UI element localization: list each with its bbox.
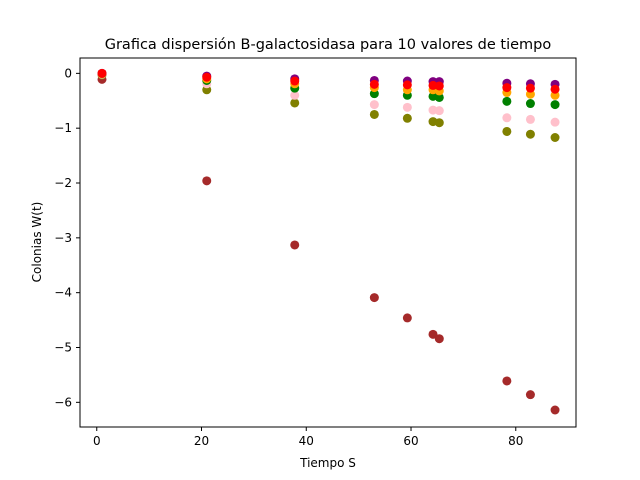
- data-point: [525, 129, 535, 139]
- x-tick-label: 40: [299, 434, 314, 448]
- data-point: [402, 113, 412, 123]
- y-tick-label: 0: [64, 66, 72, 80]
- x-axis-label: Tiempo S: [299, 456, 356, 470]
- y-tick-label: −1: [54, 121, 72, 135]
- data-point: [502, 83, 512, 93]
- plot-area-frame: [79, 57, 577, 428]
- x-tick-label: 80: [508, 434, 523, 448]
- y-axis-label: Colonias W(t): [30, 202, 44, 283]
- data-point: [550, 117, 560, 127]
- data-point: [202, 72, 212, 82]
- y-axis-ticks: 0 −1 −2 −3 −4 −5 −6: [54, 66, 80, 409]
- data-point: [402, 102, 412, 112]
- y-tick-label: −5: [54, 340, 72, 354]
- data-point: [369, 293, 379, 303]
- data-point: [550, 133, 560, 142]
- data-point: [369, 79, 379, 89]
- data-point: [290, 98, 300, 108]
- data-point: [369, 100, 379, 110]
- data-point: [502, 113, 512, 123]
- x-tick-label: 0: [93, 434, 101, 448]
- data-point: [202, 176, 212, 186]
- data-point: [525, 114, 535, 124]
- y-tick-label: −4: [54, 286, 72, 300]
- data-point: [434, 106, 444, 116]
- data-point: [428, 329, 438, 339]
- data-point: [369, 109, 379, 119]
- y-tick-label: −2: [54, 176, 72, 190]
- x-tick-label: 60: [403, 434, 418, 448]
- data-point: [525, 83, 535, 93]
- data-point: [434, 118, 444, 128]
- x-tick-label: 20: [194, 434, 209, 448]
- data-point: [550, 100, 560, 110]
- data-point: [502, 96, 512, 106]
- data-point: [402, 80, 412, 90]
- chart-title: Grafica dispersión B-galactosidasa para …: [105, 37, 552, 53]
- y-tick-label: −6: [54, 395, 72, 409]
- data-point: [434, 334, 444, 344]
- data-point: [290, 76, 300, 86]
- y-tick-label: −3: [54, 231, 72, 245]
- data-point: [434, 81, 444, 91]
- data-point: [502, 126, 512, 136]
- data-point: [290, 240, 300, 250]
- data-point: [97, 68, 107, 78]
- data-point: [290, 90, 300, 100]
- data-point: [434, 92, 444, 102]
- data-points: [97, 68, 560, 415]
- data-point: [525, 390, 535, 400]
- data-point: [550, 84, 560, 94]
- data-point: [550, 405, 560, 415]
- data-point: [402, 313, 412, 323]
- data-point: [502, 376, 512, 386]
- x-axis-ticks: 0 20 40 60 80: [93, 427, 523, 448]
- data-point: [525, 99, 535, 109]
